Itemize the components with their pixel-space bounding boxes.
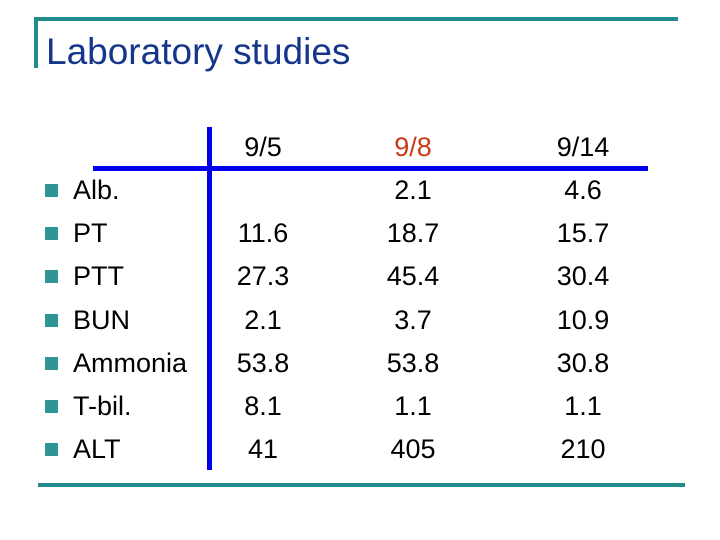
lab-test-name: PTT [73, 261, 124, 292]
bullet-square-icon [45, 400, 58, 414]
lab-value: 2.1 [244, 304, 282, 335]
lab-test-name: PT [73, 218, 108, 249]
table-row: Alb. 2.1 4.6 [40, 169, 660, 212]
column-header-date: 9/5 [244, 132, 282, 162]
lab-value: 2.1 [394, 175, 432, 206]
bullet-square-icon [45, 356, 58, 370]
lab-value: 27.3 [236, 261, 290, 292]
table-row: BUN 2.1 3.7 10.9 [40, 299, 660, 342]
table-row: T-bil. 8.1 1.1 1.1 [40, 385, 660, 428]
bullet-cell [40, 443, 73, 457]
lab-value: 210 [560, 434, 606, 465]
lab-value: 30.8 [556, 347, 610, 378]
lab-value: 45.4 [386, 261, 440, 292]
lab-value: 11.6 [237, 218, 289, 249]
bullet-cell [40, 313, 73, 327]
lab-value: 15.7 [556, 218, 610, 249]
table-header-row: 9/5 9/8 9/14 [40, 126, 660, 169]
bullet-square-icon [45, 184, 58, 198]
lab-value: 10.9 [556, 304, 610, 335]
bullet-cell [40, 184, 73, 198]
bullet-square-icon [45, 270, 58, 284]
bullet-cell [40, 356, 73, 370]
title-accent-line [34, 17, 38, 68]
header-underline [93, 166, 648, 171]
lab-value: 53.8 [236, 347, 290, 378]
table-row: ALT 41 405 210 [40, 428, 660, 471]
lab-value: 8.1 [244, 391, 282, 422]
lab-table: 9/5 9/8 9/14 Alb. 2.1 4.6 PT 11.6 18.7 15.7 PTT 27… [40, 126, 660, 471]
column-header-date: 9/14 [556, 132, 610, 162]
column-divider-line [207, 127, 212, 470]
slide-title: Laboratory studies [46, 31, 351, 72]
bottom-border-line [38, 483, 685, 487]
bullet-cell [40, 270, 73, 284]
lab-value: 4.6 [564, 175, 602, 206]
table-row: Ammonia 53.8 53.8 30.8 [40, 342, 660, 385]
table-row: PT 11.6 18.7 15.7 [40, 212, 660, 255]
lab-test-name: Ammonia [73, 347, 188, 378]
lab-value: 1.1 [394, 391, 432, 422]
lab-test-name: BUN [73, 304, 131, 335]
lab-value: 53.8 [386, 347, 440, 378]
top-border-line [34, 17, 678, 21]
lab-value: 1.1 [564, 391, 602, 422]
lab-value: 405 [390, 434, 436, 465]
lab-value: 18.7 [386, 218, 440, 249]
bullet-cell [40, 400, 73, 414]
lab-test-name: ALT [73, 434, 121, 465]
lab-value: 41 [247, 434, 279, 465]
bullet-square-icon [45, 227, 58, 241]
bullet-square-icon [45, 443, 58, 457]
lab-value: 3.7 [394, 304, 432, 335]
lab-test-name: T-bil. [73, 391, 132, 422]
table-row: PTT 27.3 45.4 30.4 [40, 255, 660, 298]
column-header-date: 9/8 [394, 132, 432, 162]
bullet-cell [40, 227, 73, 241]
bullet-square-icon [45, 313, 58, 327]
lab-test-name: Alb. [73, 175, 120, 206]
lab-value: 30.4 [556, 261, 610, 292]
